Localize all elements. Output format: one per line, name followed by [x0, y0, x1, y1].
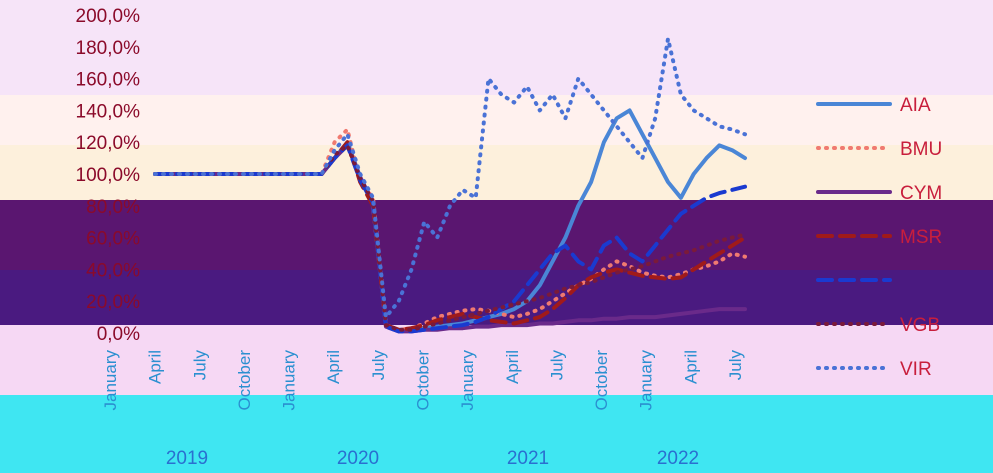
x-tick-label: July — [190, 350, 209, 381]
x-tick-label: July — [726, 350, 745, 381]
legend-label: AIA — [900, 95, 931, 116]
legend-label: CYM — [900, 183, 942, 204]
x-tick-label: April — [324, 350, 343, 384]
x-tick-label: January — [101, 350, 120, 411]
x-tick-label: October — [592, 350, 611, 411]
year-label: 2019 — [166, 448, 208, 469]
year-label: 2020 — [337, 448, 379, 469]
background-band — [0, 0, 993, 95]
x-tick-label: October — [235, 350, 254, 411]
background-band — [0, 325, 993, 395]
y-tick-label: 200,0% — [76, 6, 141, 27]
x-tick-label: October — [414, 350, 433, 411]
legend-label: BMU — [900, 139, 942, 160]
year-label: 2022 — [657, 448, 699, 469]
x-tick-label: July — [369, 350, 388, 381]
y-tick-label: 0,0% — [97, 324, 140, 345]
y-tick-label: 180,0% — [76, 38, 141, 59]
legend-label: VGB — [900, 315, 940, 336]
x-tick-label: July — [547, 350, 566, 381]
y-tick-label: 100,0% — [76, 165, 141, 186]
y-tick-label: 80,0% — [86, 197, 140, 218]
y-tick-label: 140,0% — [76, 101, 141, 122]
x-tick-label: January — [280, 350, 299, 411]
x-tick-label: April — [146, 350, 165, 384]
series-line — [153, 36, 747, 320]
year-label: 2021 — [507, 448, 549, 469]
y-tick-label: 120,0% — [76, 133, 141, 154]
y-tick-label: 20,0% — [86, 292, 140, 313]
x-tick-label: April — [681, 350, 700, 384]
legend-label: VIR — [900, 359, 932, 380]
legend-label: MSR — [900, 227, 942, 248]
x-tick-label: April — [503, 350, 522, 384]
y-tick-label: 60,0% — [86, 229, 140, 250]
background-band — [0, 395, 993, 473]
y-tick-label: 160,0% — [76, 70, 141, 91]
x-tick-label: January — [637, 350, 656, 411]
y-tick-label: 40,0% — [86, 260, 140, 281]
x-tick-label: January — [458, 350, 477, 411]
